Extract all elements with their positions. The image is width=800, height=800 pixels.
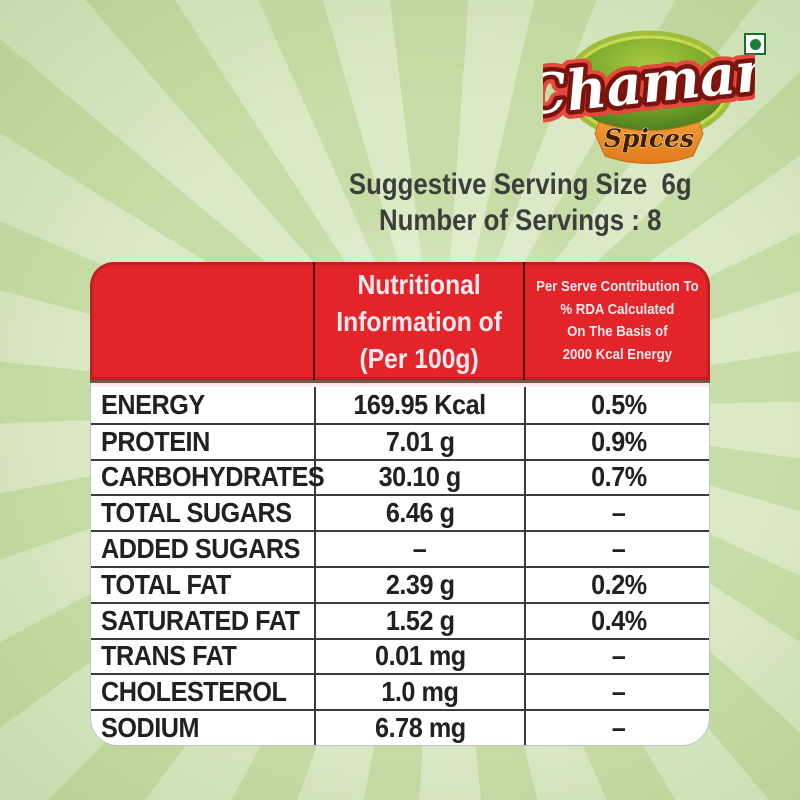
nutrient-rda: 0.4% — [524, 603, 709, 638]
nutrient-value: 1.52 g — [314, 603, 524, 638]
table-row-total-sugars: TOTAL SUGARS 6.46 g – — [91, 494, 709, 531]
nutrient-label: PROTEIN — [101, 425, 210, 457]
nutrient-value: 6.78 mg — [314, 711, 524, 745]
nutrient-value: 7.01 g — [314, 424, 524, 459]
nutrient-value: 2.39 g — [314, 567, 524, 602]
table-row-sodium: SODIUM 6.78 mg – — [91, 709, 709, 745]
brand-logo-graphic: Spices Chaman Chaman — [543, 28, 755, 164]
nutrient-label: SATURATED FAT — [101, 604, 300, 636]
logo-ribbon — [594, 121, 704, 164]
nutrient-rda: – — [524, 496, 709, 531]
nutrient-value: 169.95 Kcal — [314, 387, 524, 423]
header-rda-column: Per Serve Contribution To % RDA Calculat… — [523, 262, 710, 380]
serving-size-line: Suggestive Serving Size 6g — [348, 168, 692, 201]
table-row-energy: ENERGY 169.95 Kcal 0.5% — [91, 387, 709, 423]
nutrient-value: – — [314, 532, 524, 566]
brand-logo: Spices Chaman Chaman — [543, 22, 755, 164]
nutrient-rda: – — [524, 711, 709, 745]
nutrient-value: 6.46 g — [314, 496, 524, 531]
table-row-added-sugars: ADDED SUGARS – – — [91, 530, 709, 566]
nutrition-table: Nutritional Information of (Per 100g) Pe… — [90, 262, 710, 746]
table-row-trans-fat: TRANS FAT 0.01 mg – — [91, 637, 709, 674]
table-row-carbohydrates: CARBOHYDRATES 30.10 g 0.7% — [91, 458, 709, 495]
table-row-protein: PROTEIN 7.01 g 0.9% — [91, 422, 709, 459]
nutrient-label: SODIUM — [101, 712, 200, 744]
brand-tagline: Spices — [604, 124, 694, 153]
nutrient-value: 0.01 mg — [314, 639, 524, 674]
nutrient-rda: 0.2% — [524, 567, 709, 602]
serving-info: Suggestive Serving Size 6g Number of Ser… — [320, 169, 720, 241]
nutrient-rda: 0.9% — [524, 424, 709, 459]
nutrient-label: CHOLESTEROL — [101, 676, 287, 708]
table-row-saturated-fat: SATURATED FAT 1.52 g 0.4% — [91, 601, 709, 638]
nutrition-table-body: ENERGY 169.95 Kcal 0.5% PROTEIN 7.01 g 0… — [90, 383, 710, 746]
nutrient-label: TOTAL SUGARS — [101, 497, 292, 529]
nutrient-rda: 0.5% — [524, 387, 709, 423]
header-nutrient-column — [90, 262, 313, 380]
nutrient-rda: – — [524, 675, 709, 710]
nutrient-label: TOTAL FAT — [101, 568, 231, 600]
nutrient-rda: – — [524, 532, 709, 566]
nutrient-rda: 0.7% — [524, 460, 709, 495]
nutrient-value: 30.10 g — [314, 460, 524, 495]
nutrition-table-header: Nutritional Information of (Per 100g) Pe… — [90, 262, 710, 383]
nutrient-label: TRANS FAT — [101, 640, 237, 672]
table-row-cholesterol: CHOLESTEROL 1.0 mg – — [91, 673, 709, 710]
nutrient-label: ENERGY — [101, 388, 205, 420]
nutrient-value: 1.0 mg — [314, 675, 524, 710]
brand-name: Chaman — [543, 37, 755, 128]
veg-dot-icon — [749, 38, 761, 50]
servings-count-line: Number of Servings : 8 — [378, 204, 662, 237]
table-row-total-fat: TOTAL FAT 2.39 g 0.2% — [91, 565, 709, 602]
header-body-divider — [91, 383, 709, 387]
nutrient-rda: – — [524, 639, 709, 674]
nutrient-label: CARBOHYDRATES — [101, 461, 325, 493]
header-per100g-column: Nutritional Information of (Per 100g) — [313, 262, 523, 380]
veg-symbol-icon — [744, 33, 766, 55]
nutrient-label: ADDED SUGARS — [101, 533, 301, 565]
